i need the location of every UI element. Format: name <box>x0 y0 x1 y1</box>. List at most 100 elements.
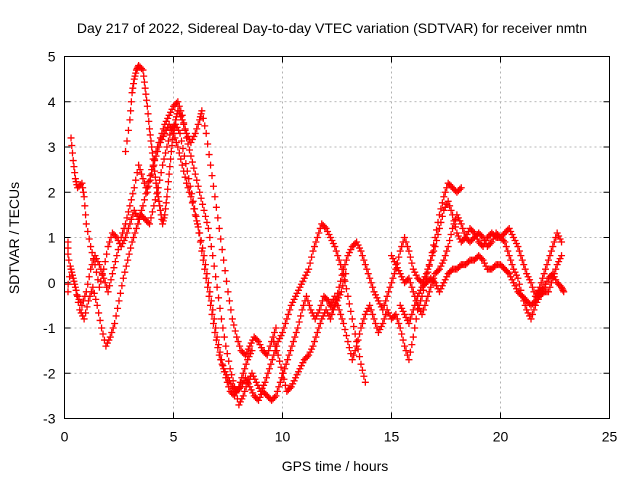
data-point <box>449 224 457 232</box>
data-point <box>395 319 403 327</box>
data-point <box>244 380 252 388</box>
data-point <box>357 360 365 368</box>
data-point <box>456 185 464 193</box>
data-point <box>460 229 468 237</box>
data-point <box>329 240 337 248</box>
data-point <box>440 279 448 287</box>
data-point <box>175 102 183 110</box>
data-point <box>405 356 413 364</box>
data-point <box>139 202 147 210</box>
data-point <box>402 347 410 355</box>
data-point <box>328 298 336 306</box>
data-point <box>219 324 227 332</box>
data-point <box>398 330 406 338</box>
data-point <box>84 280 92 288</box>
data-point <box>143 184 151 192</box>
data-point <box>248 369 256 377</box>
data-point <box>132 224 140 232</box>
data-point <box>111 232 119 240</box>
data-point <box>132 66 140 74</box>
data-point <box>524 309 532 317</box>
data-point <box>191 129 199 137</box>
data-point <box>70 277 78 285</box>
data-point <box>130 75 138 83</box>
data-point <box>140 78 148 86</box>
data-point <box>155 143 163 151</box>
data-point <box>322 224 330 232</box>
data-point <box>286 306 294 314</box>
data-point <box>533 294 541 302</box>
data-point <box>281 319 289 327</box>
data-point <box>152 179 160 187</box>
data-point <box>192 212 200 220</box>
data-point <box>302 271 310 279</box>
data-point <box>402 238 410 246</box>
data-point <box>408 310 416 318</box>
data-point <box>167 155 175 163</box>
data-point <box>376 326 384 334</box>
data-point <box>550 238 558 246</box>
data-point <box>558 285 566 293</box>
data-point <box>299 277 307 285</box>
data-point <box>289 298 297 306</box>
series-4 <box>122 62 280 359</box>
data-point <box>136 211 144 219</box>
data-point <box>246 383 254 391</box>
data-point <box>162 199 170 207</box>
data-point <box>290 295 298 303</box>
data-point <box>122 234 130 241</box>
data-point <box>64 280 72 288</box>
data-point <box>190 132 198 140</box>
data-point <box>226 365 234 373</box>
data-point <box>279 369 286 377</box>
data-point <box>178 161 186 169</box>
data-point <box>315 229 323 237</box>
data-point <box>354 241 362 249</box>
data-point <box>183 129 191 137</box>
data-point <box>223 277 231 285</box>
data-point <box>415 304 423 312</box>
data-point <box>243 377 251 385</box>
data-point <box>223 350 231 358</box>
data-point <box>148 208 156 216</box>
data-point <box>179 145 187 153</box>
data-point <box>99 330 107 338</box>
data-point <box>104 243 112 251</box>
data-point <box>129 84 137 92</box>
data-point <box>456 217 464 225</box>
data-point <box>146 125 154 133</box>
data-point <box>369 310 377 318</box>
data-point <box>360 256 368 264</box>
data-point <box>238 395 246 403</box>
data-point <box>309 342 317 350</box>
data-point <box>424 292 432 300</box>
data-point <box>96 316 104 324</box>
data-point <box>207 161 215 169</box>
data-point <box>216 348 224 356</box>
data-point <box>560 288 568 296</box>
data-point <box>201 212 209 220</box>
data-point <box>196 116 204 124</box>
data-point <box>168 141 176 149</box>
data-point <box>547 247 555 255</box>
data-point <box>342 285 350 293</box>
data-point <box>241 387 249 395</box>
data-point <box>143 102 151 110</box>
data-point <box>92 268 100 276</box>
data-point <box>316 319 324 327</box>
data-point <box>408 341 416 349</box>
data-point <box>257 344 265 352</box>
data-point <box>389 274 397 282</box>
data-point <box>479 234 487 241</box>
data-point <box>390 258 398 266</box>
data-point <box>78 301 86 309</box>
data-point <box>279 329 286 337</box>
data-point <box>125 250 133 258</box>
data-point <box>353 238 361 246</box>
data-point <box>427 256 435 264</box>
data-point <box>370 288 378 296</box>
data-point <box>127 196 135 204</box>
data-point <box>512 240 520 248</box>
data-point <box>189 197 197 205</box>
data-point <box>236 342 244 350</box>
